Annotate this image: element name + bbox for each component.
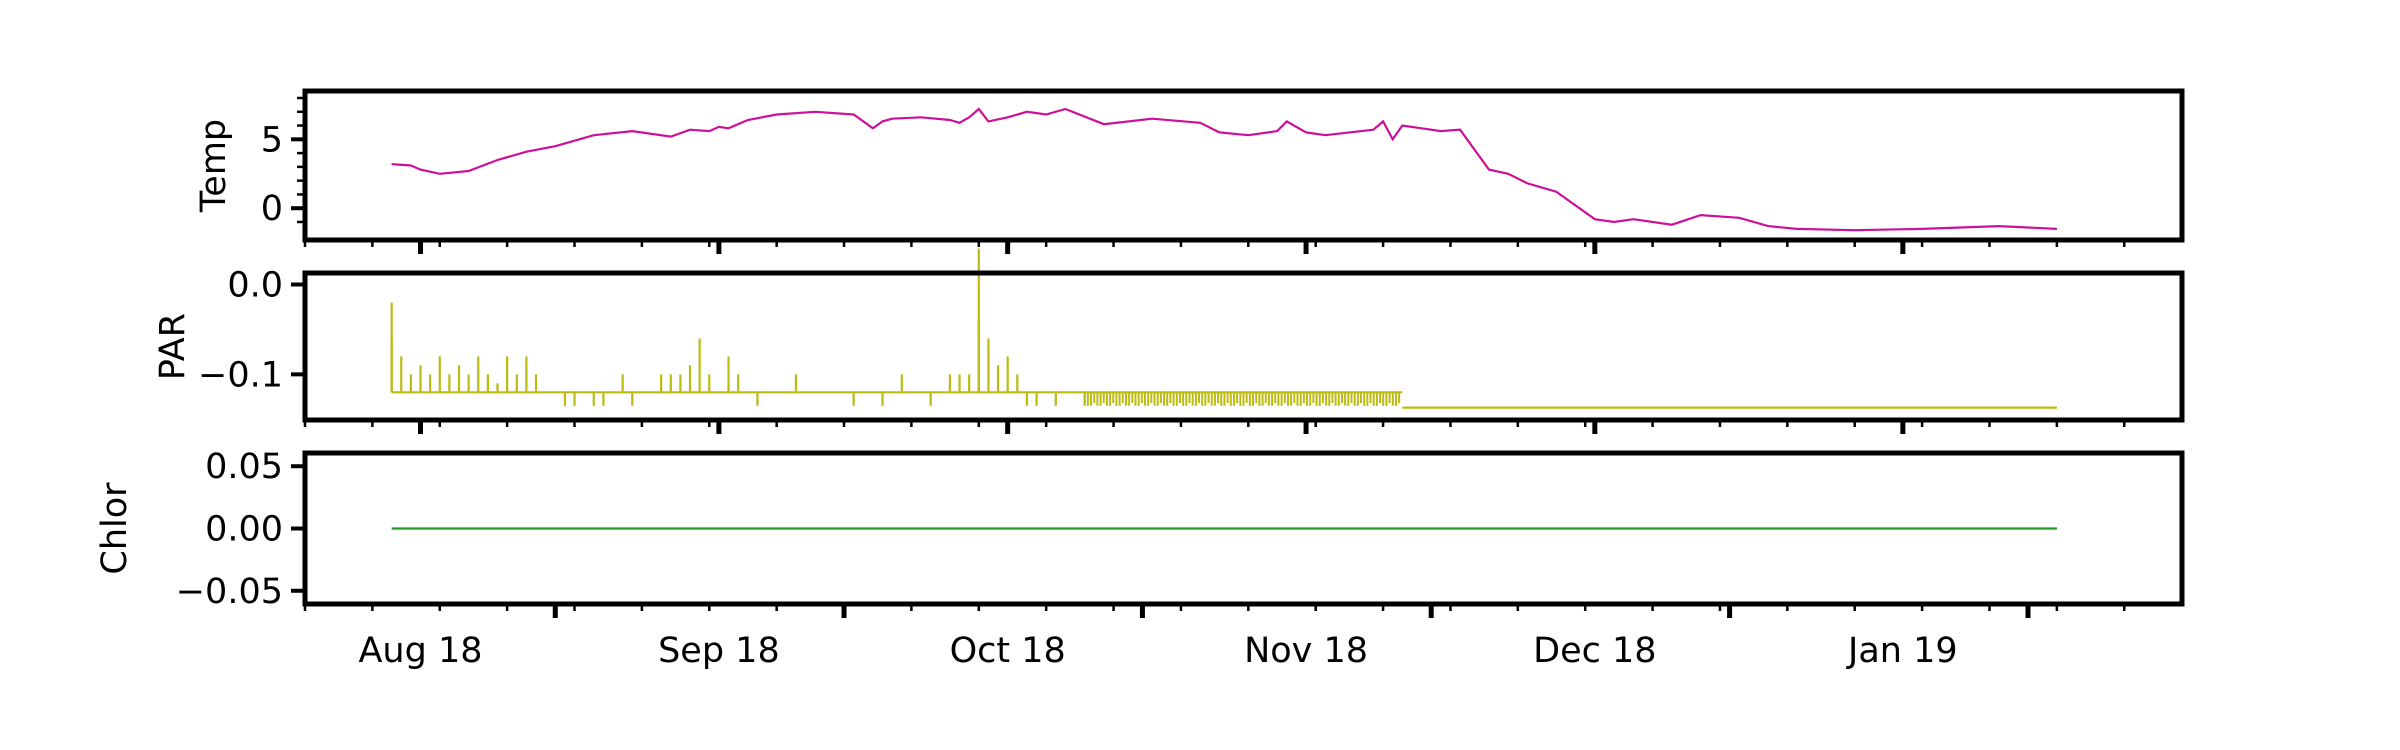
y-tick-label: 0.00	[205, 510, 283, 550]
x-tick-label: Aug 18	[358, 631, 482, 671]
y-tick-label: 0	[261, 189, 283, 229]
y-tick-label: 5	[261, 120, 283, 160]
panel-chlor: 0.05 0.00 −0.05 Chlor	[95, 447, 2185, 618]
y-tick-label: −0.05	[176, 572, 283, 612]
y-tick-label: −0.1	[198, 355, 283, 395]
y-axis-label: Temp	[194, 119, 234, 213]
y-axis-label: PAR	[153, 313, 193, 380]
x-tick-label: Dec 18	[1533, 631, 1656, 671]
y-tick-label: 0.0	[227, 265, 283, 305]
y-tick-label: 0.05	[205, 447, 283, 487]
x-tick-label: Sep 18	[658, 631, 780, 671]
panel-temp: 0 5 Temp	[194, 88, 2185, 254]
x-tick-label: Oct 18	[950, 631, 1066, 671]
y-axis-label: Chlor	[95, 482, 135, 575]
axes-frame	[302, 88, 2185, 243]
axes-frame	[302, 270, 2185, 423]
x-tick-label: Jan 19	[1846, 631, 1958, 671]
x-tick-label: Nov 18	[1244, 631, 1368, 671]
series-line-temp	[391, 107, 2057, 232]
